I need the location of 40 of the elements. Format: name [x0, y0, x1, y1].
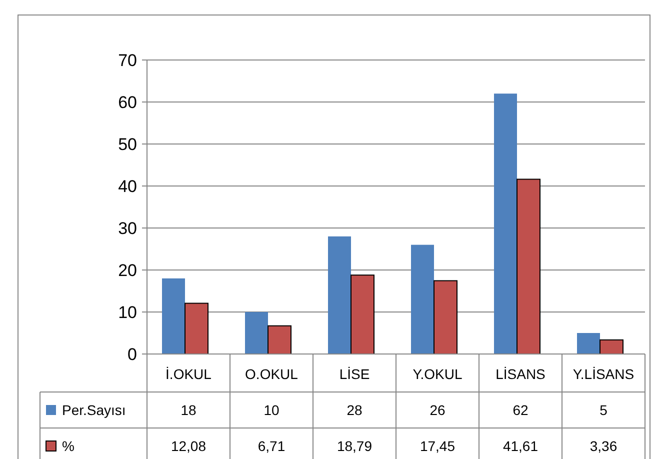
bar: [350, 274, 374, 354]
y-tick-label: 60: [118, 92, 137, 112]
bar: [577, 333, 600, 354]
data-label: 62: [512, 402, 528, 418]
bar: [162, 278, 185, 354]
data-label: 12,08: [170, 438, 206, 454]
data-label: 26: [430, 402, 446, 418]
legend-label: Per.Sayısı: [62, 402, 126, 418]
bar: [268, 325, 292, 354]
data-label: 41,61: [502, 438, 538, 454]
data-label: 18,79: [336, 438, 372, 454]
y-tick-label: 70: [118, 50, 137, 70]
y-tick-label: 40: [118, 176, 137, 196]
bar: [411, 244, 434, 354]
x-tick-label: LİSANS: [496, 366, 546, 382]
x-tick-label: LİSE: [339, 366, 370, 382]
bar: [494, 94, 517, 354]
y-tick-label: 30: [118, 218, 137, 238]
y-tick-label: 20: [118, 260, 137, 280]
y-tick-label: 0: [128, 344, 137, 364]
bar: [434, 280, 458, 354]
data-label: 10: [264, 402, 280, 418]
y-tick-label: 10: [118, 302, 137, 322]
x-tick-label: İ.OKUL: [166, 366, 212, 382]
data-label: 3,36: [590, 438, 618, 454]
bar: [328, 236, 351, 354]
data-label: 18: [180, 402, 196, 418]
data-label: 28: [346, 402, 362, 418]
x-tick-label: Y.OKUL: [412, 366, 462, 382]
bar: [184, 302, 208, 354]
x-tick-label: O.OKUL: [245, 366, 298, 382]
bar: [516, 178, 540, 354]
y-tick-label: 50: [118, 134, 137, 154]
legend-label: %: [62, 438, 74, 454]
bar: [245, 312, 268, 354]
data-label: 17,45: [420, 438, 456, 454]
bar: [600, 339, 624, 354]
x-tick-label: Y.LİSANS: [572, 366, 634, 382]
data-label: 6,71: [258, 438, 286, 454]
data-label: 5: [600, 402, 608, 418]
